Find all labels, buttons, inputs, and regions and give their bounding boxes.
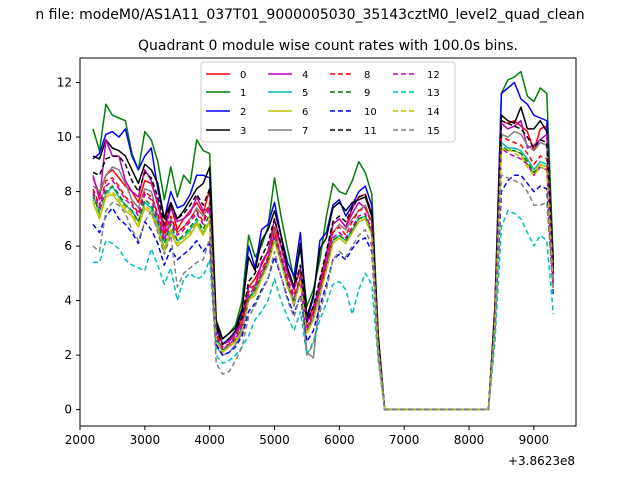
legend-label-2: 2 [240,107,246,118]
y-tick-label: 10 [57,130,72,144]
series-line-10 [92,174,555,411]
legend-label-14: 14 [427,107,440,118]
legend-label-0: 0 [240,70,246,81]
legend-label-11: 11 [364,126,377,137]
legend-label-15: 15 [427,126,440,137]
x-tick-label: 6000 [324,433,355,447]
legend-label-4: 4 [302,70,308,81]
legend-label-5: 5 [302,88,308,99]
series-line-13 [93,209,555,411]
x-tick-label: 3000 [130,433,161,447]
x-tick-label: 9000 [519,433,550,447]
y-tick-label: 12 [57,76,72,90]
series-line-15 [92,174,555,411]
figure-suptitle: n file: modeM0/AS1A11_037T01_9000005030_… [35,7,584,23]
y-tick-label: 4 [64,294,72,308]
legend-label-12: 12 [427,70,440,81]
axes-frame [79,57,577,427]
legend-label-10: 10 [364,107,377,118]
y-tick-label: 8 [64,185,72,199]
x-tick-label: 2000 [65,433,96,447]
x-tick-label: 5000 [259,433,290,447]
legend-label-7: 7 [302,126,308,137]
y-axis: 0 2 4 6 8 10 12 [57,76,80,417]
legend-label-8: 8 [364,70,370,81]
x-offset-label: +3.8623e8 [508,454,575,468]
legend-label-9: 9 [364,88,370,99]
x-tick-label: 7000 [389,433,420,447]
x-tick-label: 4000 [194,433,225,447]
legend-label-1: 1 [240,88,246,99]
legend-box [200,61,456,143]
legend-label-3: 3 [240,126,246,137]
y-tick-label: 0 [64,403,72,417]
legend-label-6: 6 [302,107,308,118]
y-tick-label: 2 [64,348,72,362]
x-tick-label: 8000 [454,433,485,447]
y-tick-label: 6 [64,239,72,253]
chart-title: Quadrant 0 module wise count rates with … [138,38,518,54]
legend-label-13: 13 [427,88,440,99]
series-layer [92,70,555,411]
x-axis: 2000 3000 4000 5000 6000 7000 8000 9000 [65,426,549,447]
